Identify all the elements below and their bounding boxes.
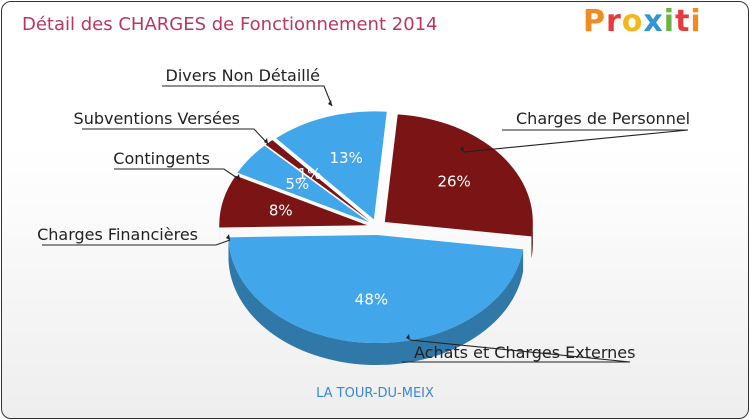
pie-tops: [219, 111, 533, 343]
callout-label-charges-financi-res: Charges Financières: [37, 225, 198, 244]
slice-percent-achats-et-charges-externes: 48%: [355, 291, 388, 309]
slice-side-charges-de-personnel: [531, 222, 533, 259]
chart-title: Détail des CHARGES de Fonctionnement 201…: [22, 14, 438, 35]
callout-label-achats-et-charges-externes: Achats et Charges Externes: [414, 343, 635, 362]
slice-percent-subventions-vers-es: 1%: [298, 165, 322, 183]
slice-percent-divers-non-d-taill-: 13%: [330, 149, 363, 167]
slice-subventions-vers-es: [265, 140, 371, 222]
callout-label-subventions-vers-es: Subventions Versées: [74, 109, 240, 128]
slice-side-achats-et-charges-externes: [228, 237, 524, 365]
callout-contingents: Contingents: [113, 149, 241, 181]
slice-achats-et-charges-externes: [228, 234, 524, 343]
callout-label-charges-de-personnel: Charges de Personnel: [516, 109, 690, 128]
slice-divers-non-d-taill-: [276, 111, 387, 220]
proxiti-logo: Proxiti: [583, 4, 702, 39]
slice-percent-charges-de-personnel: 26%: [437, 173, 470, 191]
callout-charges-de-personnel: Charges de Personnel: [460, 109, 690, 153]
callout-divers-non-d-taill-: Divers Non Détaillé: [162, 66, 333, 107]
callout-subventions-vers-es: Subventions Versées: [74, 109, 269, 145]
callout-charges-financi-res: Charges Financières: [37, 225, 231, 246]
callout-label-contingents: Contingents: [113, 149, 210, 168]
slice-percent-charges-financi-res: 8%: [269, 202, 293, 220]
commune-name: LA TOUR-DU-MEIX: [316, 386, 434, 401]
slice-charges-financi-res: [219, 175, 368, 228]
callout-label-divers-non-d-taill-: Divers Non Détaillé: [166, 66, 320, 85]
slice-percent-contingents: 5%: [285, 175, 309, 193]
slice-charges-de-personnel: [384, 114, 533, 237]
callout-achats-et-charges-externes: Achats et Charges Externes: [402, 334, 635, 363]
slice-contingents: [237, 145, 369, 223]
